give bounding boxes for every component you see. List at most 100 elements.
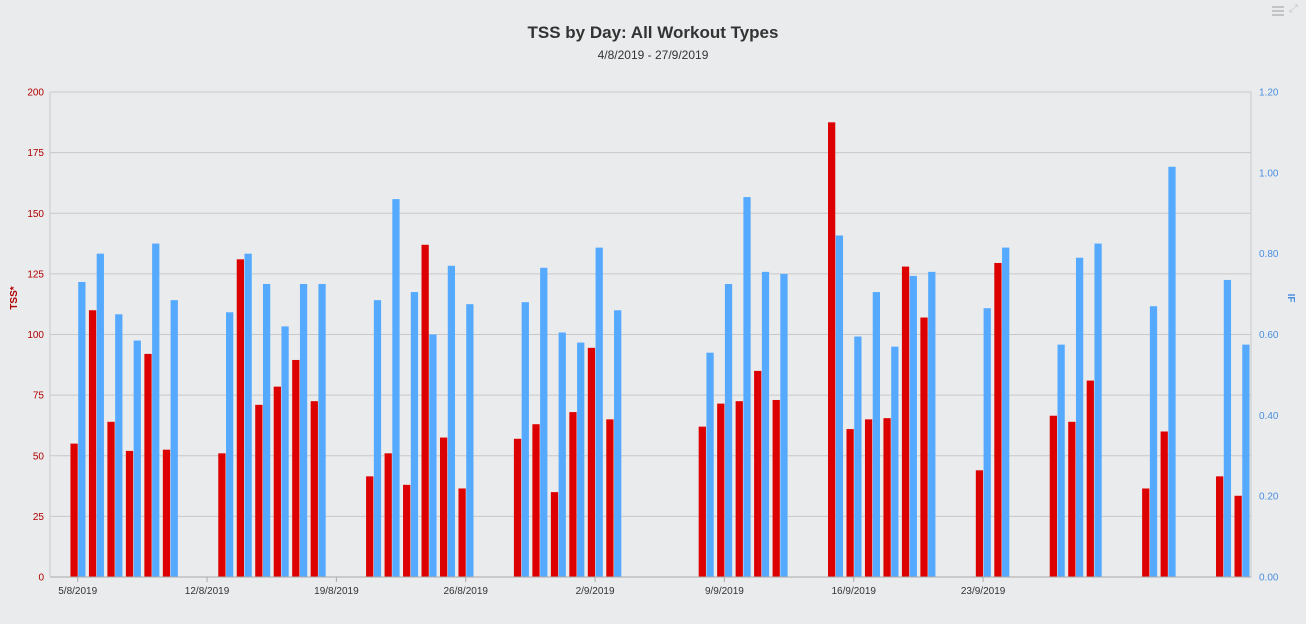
if-bar[interactable] [1094, 243, 1102, 577]
tss-bar[interactable] [846, 429, 854, 577]
if-bar[interactable] [1168, 166, 1176, 578]
if-bar[interactable] [761, 271, 770, 577]
tss-bar[interactable] [513, 438, 522, 577]
right-tick-label: 0.40 [1259, 411, 1279, 422]
if-bar[interactable] [133, 340, 141, 577]
tss-bar[interactable] [1160, 431, 1168, 578]
tss-bar[interactable] [162, 449, 171, 577]
if-bar[interactable] [115, 314, 123, 577]
tss-bar[interactable] [975, 470, 984, 577]
tss-bar[interactable] [236, 259, 245, 577]
x-tick-label: 26/8/2019 [443, 586, 488, 597]
if-bar[interactable] [558, 332, 566, 577]
menu-icon[interactable] [1272, 4, 1284, 16]
tss-bar[interactable] [218, 453, 226, 577]
if-bar[interactable] [410, 292, 419, 577]
tss-bar[interactable] [1234, 495, 1242, 577]
tss-bar[interactable] [901, 266, 910, 577]
if-bar[interactable] [854, 336, 862, 577]
if-bar[interactable] [1149, 306, 1158, 577]
if-bar[interactable] [1223, 279, 1232, 577]
if-bar[interactable] [281, 326, 289, 577]
tss-bar[interactable] [70, 443, 78, 577]
if-bar[interactable] [983, 308, 991, 577]
if-bar[interactable] [835, 235, 844, 577]
if-bar[interactable] [872, 292, 880, 577]
if-bar[interactable] [1075, 257, 1084, 577]
if-bar[interactable] [891, 346, 899, 577]
tss-bar[interactable] [569, 412, 577, 577]
tss-bar[interactable] [403, 484, 411, 577]
tss-bar[interactable] [458, 488, 466, 577]
if-bar[interactable] [226, 312, 234, 577]
if-bar[interactable] [780, 273, 788, 577]
tss-bar[interactable] [292, 359, 300, 577]
tss-bar[interactable] [125, 450, 134, 577]
right-tick-label: 0.80 [1259, 249, 1279, 260]
if-bar[interactable] [724, 283, 733, 577]
if-bar[interactable] [373, 300, 382, 577]
tss-bar[interactable] [754, 370, 762, 577]
if-bar[interactable] [170, 300, 178, 577]
tss-bar[interactable] [144, 353, 152, 577]
tss-bar[interactable] [828, 122, 836, 577]
tss-bar[interactable] [883, 418, 891, 577]
tss-bar[interactable] [439, 437, 448, 577]
tss-bar[interactable] [864, 419, 873, 577]
tss-bar[interactable] [255, 404, 263, 577]
if-bar[interactable] [152, 243, 160, 577]
left-tick-label: 200 [27, 88, 44, 99]
tss-bar[interactable] [366, 476, 374, 577]
if-bar[interactable] [521, 302, 529, 577]
tss-bar[interactable] [606, 419, 614, 577]
tss-bar[interactable] [310, 401, 318, 577]
right-tick-label: 1.00 [1259, 168, 1279, 179]
if-bar[interactable] [96, 253, 104, 577]
if-bar[interactable] [540, 267, 548, 577]
chart-title: TSS by Day: All Workout Types [528, 23, 779, 42]
if-bar[interactable] [78, 281, 86, 577]
if-bar[interactable] [392, 199, 400, 577]
tss-bar[interactable] [384, 453, 392, 577]
if-bar[interactable] [299, 283, 308, 577]
tss-bar[interactable] [717, 403, 725, 577]
if-bar[interactable] [447, 265, 456, 577]
if-bar[interactable] [466, 304, 474, 577]
tss-bar[interactable] [273, 386, 281, 577]
if-bar[interactable] [706, 352, 714, 577]
right-tick-label: 0.00 [1259, 573, 1279, 584]
tss-bar[interactable] [698, 426, 706, 577]
tss-bar[interactable] [920, 317, 928, 577]
tss-bar[interactable] [1216, 476, 1224, 577]
tss-bar[interactable] [532, 424, 540, 577]
x-axis: 5/8/2019 12/8/2019 19/8/2019 26/8/2019 2/9/2… [50, 576, 1251, 597]
if-bar[interactable] [909, 275, 917, 577]
right-tick-label: 1.20 [1259, 88, 1279, 99]
if-bar[interactable] [1002, 247, 1010, 577]
tss-bar[interactable] [1049, 415, 1057, 577]
if-bar[interactable] [318, 283, 326, 577]
if-bar[interactable] [577, 342, 585, 577]
tss-bar[interactable] [587, 347, 596, 577]
tss-bar[interactable] [994, 262, 1002, 577]
if-bar[interactable] [614, 310, 622, 577]
if-bar[interactable] [595, 247, 603, 577]
if-bar[interactable] [244, 253, 252, 577]
tss-bar[interactable] [1086, 380, 1094, 577]
expand-icon[interactable]: ⤢ [1289, 3, 1298, 15]
if-bar[interactable] [743, 197, 751, 578]
tss-bar[interactable] [550, 492, 559, 577]
if-bar[interactable] [262, 283, 271, 577]
left-tick-label: 150 [27, 209, 44, 220]
tss-bar[interactable] [88, 310, 97, 577]
if-bar[interactable] [1057, 344, 1065, 577]
tss-bar[interactable] [1068, 421, 1076, 577]
if-bar[interactable] [928, 271, 936, 577]
tss-bar[interactable] [107, 421, 115, 577]
if-bar[interactable] [429, 334, 437, 578]
tss-bar[interactable] [421, 244, 429, 577]
if-bar[interactable] [1242, 344, 1250, 577]
tss-bar[interactable] [1142, 488, 1150, 577]
tss-bar[interactable] [772, 399, 780, 577]
tss-bar[interactable] [735, 401, 743, 577]
